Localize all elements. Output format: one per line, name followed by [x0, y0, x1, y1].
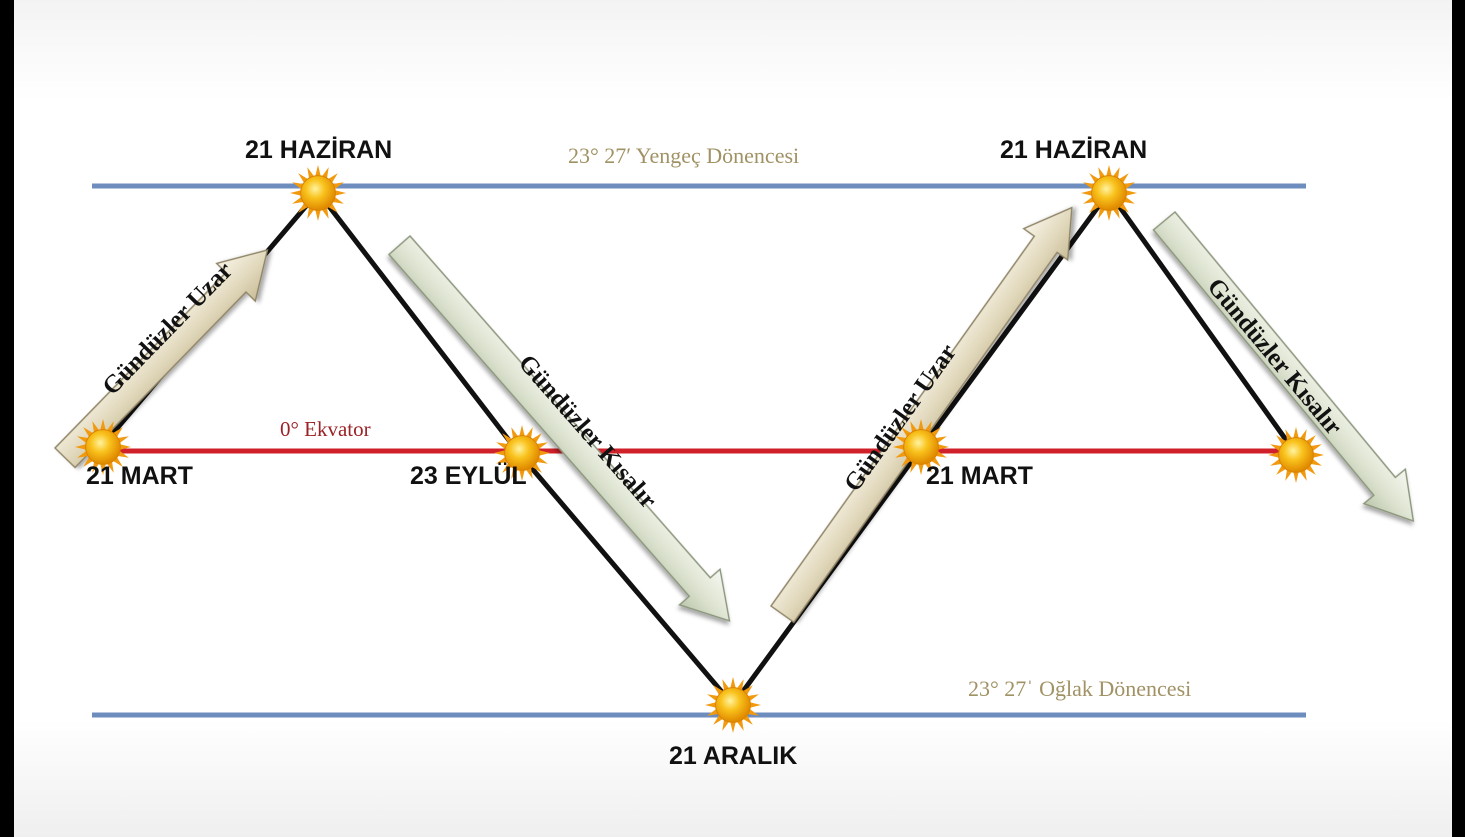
arrow-icon — [1152, 211, 1415, 523]
arrow-label-gunduzler-uzar: Gündüzler Uzar — [97, 257, 238, 400]
arrow-icon — [54, 249, 269, 469]
sun-icon — [1267, 426, 1325, 484]
arrow-label-gunduzler-kisalir: Gündüzler Kısalır — [513, 350, 662, 514]
equator-label: 0° Ekvator — [280, 417, 371, 441]
date-label-21-mart: 21 MART — [86, 462, 193, 490]
sun-icon — [704, 676, 762, 734]
date-label-23-eylul: 23 EYLÜL — [410, 462, 527, 490]
date-label-21-haziran: 21 HAZİRAN — [1000, 136, 1148, 164]
slide: Gündüzler Uzar Gündüzler Kısalır Gündüzl… — [14, 0, 1452, 837]
sun-icon — [1080, 164, 1138, 222]
arrow-label-gunduzler-kisalir: Gündüzler Kısalır — [1202, 273, 1347, 440]
date-label-21-haziran: 21 HAZİRAN — [245, 136, 393, 164]
tropic-of-capricorn-label: 23° 27ˈ Oğlak Dönencesi — [968, 676, 1192, 701]
date-label-21-aralik: 21 ARALIK — [669, 742, 798, 770]
arrow-icon — [387, 235, 731, 622]
tropic-of-cancer-label: 23° 27′ Yengeç Dönencesi — [568, 143, 800, 168]
arrow-icon — [770, 206, 1073, 624]
sun-icon — [289, 164, 347, 222]
date-label-21-mart: 21 MART — [926, 462, 1033, 490]
sun-path-line — [100, 187, 1297, 710]
sun-path-diagram: Gündüzler Uzar Gündüzler Kısalır Gündüzl… — [54, 164, 1415, 734]
